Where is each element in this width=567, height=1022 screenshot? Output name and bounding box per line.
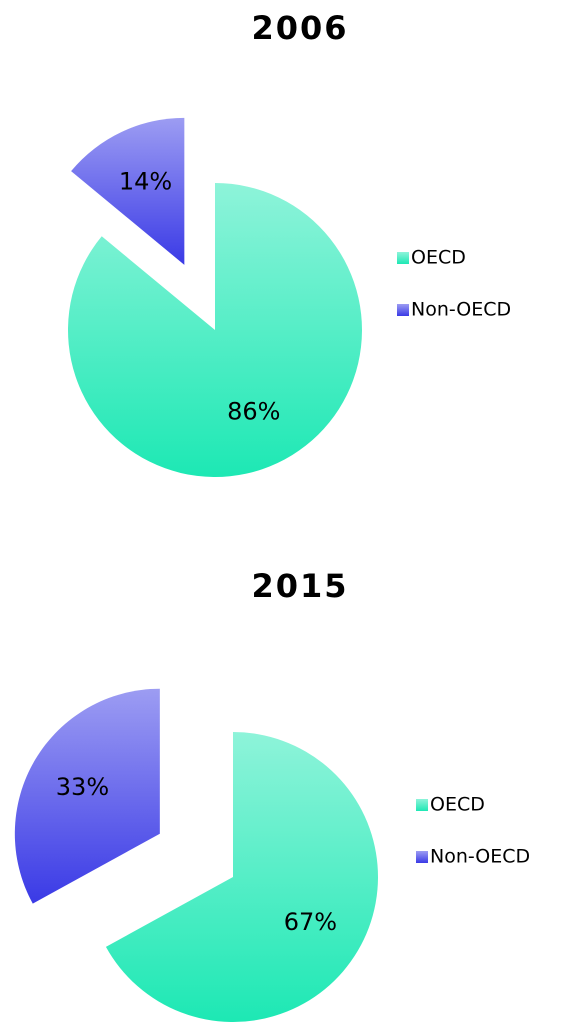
legend-swatch (416, 799, 428, 811)
chart-title: 2006 (251, 9, 348, 47)
pie-slice (14, 688, 160, 904)
legend-label: OECD (411, 247, 466, 269)
pie-slice (67, 183, 362, 477)
chart-title: 2015 (251, 567, 348, 605)
legend-label: OECD (430, 794, 485, 816)
legend-label: Non-OECD (411, 299, 511, 321)
legend-swatch (416, 851, 428, 863)
legend-swatch (397, 252, 409, 264)
pie-slice (71, 117, 185, 265)
legend-swatch (397, 304, 409, 316)
pie-slice (105, 732, 378, 1022)
data-label: 67% (284, 908, 337, 936)
data-label: 33% (56, 773, 109, 801)
data-label: 86% (227, 397, 280, 425)
legend-label: Non-OECD (430, 846, 530, 868)
data-label: 14% (119, 167, 172, 195)
